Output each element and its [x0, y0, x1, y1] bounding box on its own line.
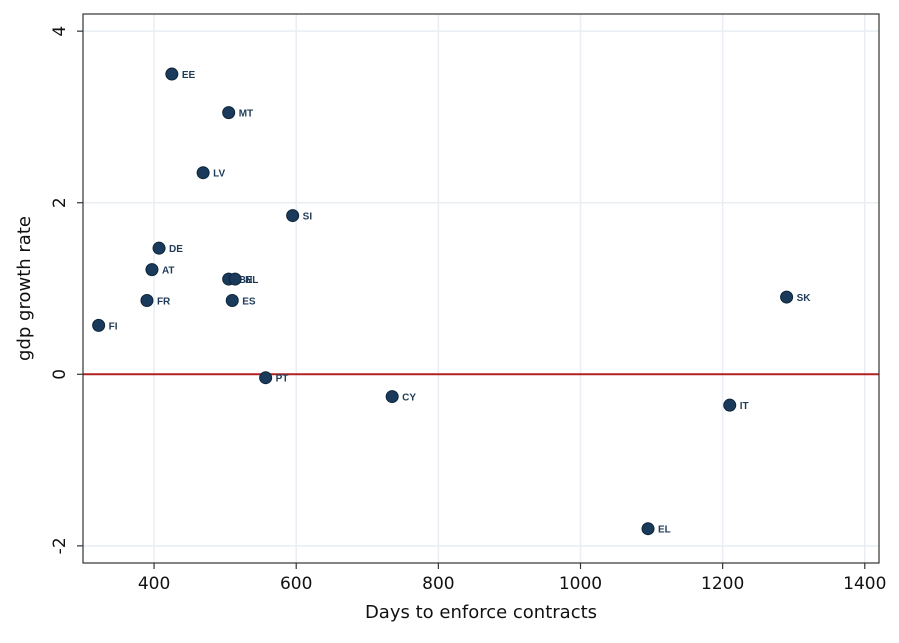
y-tick-label: 0	[50, 369, 70, 380]
data-point	[92, 318, 106, 332]
x-tick-label: 400	[138, 574, 170, 594]
data-point	[165, 67, 179, 81]
point-label: AT	[162, 266, 175, 277]
data-point	[152, 241, 166, 255]
data-point	[222, 106, 236, 120]
x-axis: 400 600 800 1000 1200 1400	[138, 563, 886, 594]
x-tick-label: 1200	[701, 574, 744, 594]
y-tick-label: 2	[50, 197, 70, 208]
data-point	[286, 209, 300, 223]
point-label: IT	[740, 401, 749, 412]
data-point	[228, 272, 242, 286]
point-label: SI	[303, 212, 313, 223]
point-label: DE	[169, 244, 183, 255]
point-label: NL	[245, 275, 258, 286]
y-tick-label: 4	[50, 26, 70, 37]
point-label: MT	[239, 109, 253, 120]
data-point	[641, 522, 655, 536]
data-point	[385, 390, 399, 404]
data-point	[145, 263, 159, 277]
point-label: PT	[276, 374, 289, 385]
data-point	[723, 398, 737, 412]
data-point	[140, 294, 154, 308]
point-label: LV	[213, 169, 225, 180]
y-tick-label: -2	[50, 537, 70, 554]
data-point	[259, 371, 273, 385]
y-axis: -2 0 2 4	[50, 26, 83, 554]
point-label: EE	[182, 70, 196, 81]
point-label: FI	[109, 321, 118, 332]
point-label: BE	[239, 275, 253, 286]
x-tick-label: 600	[280, 574, 312, 594]
plot-area-frame	[82, 13, 880, 564]
point-label: SK	[797, 293, 812, 304]
x-tick-label: 1000	[559, 574, 602, 594]
data-point	[225, 294, 239, 308]
point-label: EL	[658, 525, 671, 536]
y-axis-title: gdp growth rate	[14, 216, 35, 361]
x-tick-label: 1400	[843, 574, 886, 594]
x-tick-label: 800	[422, 574, 454, 594]
point-label: FR	[157, 297, 171, 308]
x-axis-title: Days to enforce contracts	[365, 602, 597, 623]
data-point	[196, 166, 210, 180]
data-point	[780, 290, 794, 304]
point-label: CY	[402, 393, 416, 404]
point-label: ES	[242, 297, 256, 308]
